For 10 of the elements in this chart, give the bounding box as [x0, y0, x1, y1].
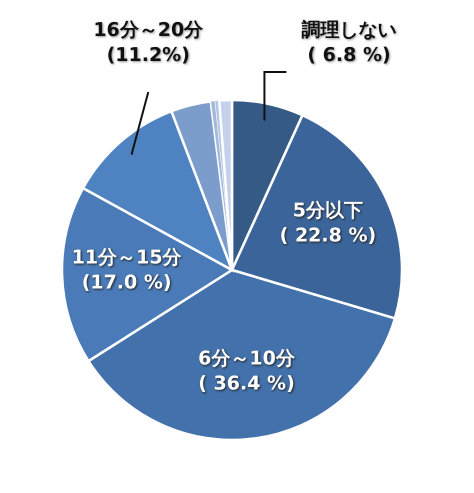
data-label: ( 6.8 %) — [307, 44, 391, 66]
data-label: (11.2%) — [106, 44, 190, 66]
slice-label: 6分～10分 — [198, 347, 296, 370]
slice-label: 16分～20分 — [93, 19, 204, 41]
data-label: ( 36.4 %) — [198, 372, 295, 394]
data-label: (17.0 %) — [82, 271, 172, 294]
slice-label: 5分以下 — [292, 199, 364, 222]
data-label: ( 22.8 %) — [280, 224, 376, 246]
slice-label: 調理しない — [302, 19, 397, 41]
slice-label: 11分～15分 — [72, 246, 183, 268]
